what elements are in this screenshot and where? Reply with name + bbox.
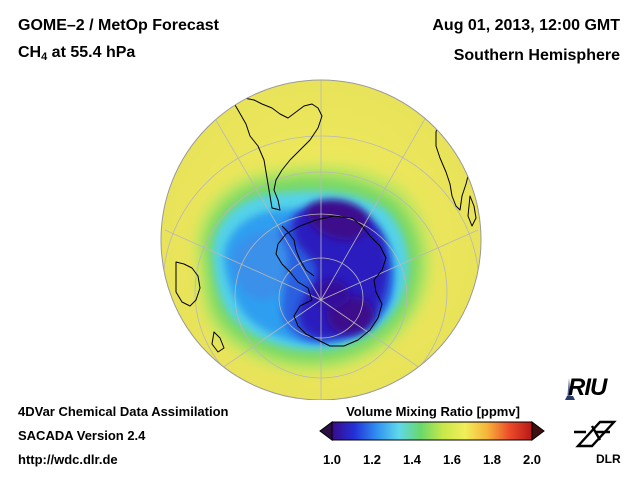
field-blue-west	[232, 230, 295, 300]
colorbar-tick-4: 1.6	[442, 452, 462, 467]
hemisphere-map	[160, 79, 482, 400]
colorbar-over-arrow	[531, 421, 545, 441]
dlr-logo: DLR	[596, 452, 621, 466]
coast-new-zealand	[211, 331, 225, 353]
graticule	[162, 80, 480, 400]
colorbar-tick-5: 1.8	[482, 452, 502, 467]
lon-line-c	[320, 109, 431, 301]
forecast-datetime: Aug 01, 2013, 12:00 GMT	[432, 17, 620, 34]
footer-version-label: SACADA Version 2.4	[18, 428, 146, 443]
hemisphere-label: Southern Hemisphere	[453, 47, 620, 64]
coast-antarctica	[275, 215, 387, 347]
colorbar-tick-6: 2.0	[522, 452, 542, 467]
colorbar-gradient	[331, 421, 533, 441]
coast-australia	[175, 261, 201, 307]
globe-outline	[160, 79, 482, 400]
colorbar-tick-2: 1.2	[362, 452, 382, 467]
map-title: GOME–2 / MetOp Forecast	[18, 17, 219, 34]
species-subscript: 4	[41, 51, 48, 63]
footer-url-link[interactable]: http://wdc.dlr.de	[18, 452, 118, 467]
species-label: CH4 at 55.4 hPa	[18, 44, 135, 63]
colorbar-title: Volume Mixing Ratio [ppmv]	[346, 404, 520, 419]
lon-line-e	[320, 229, 479, 301]
colorbar	[319, 421, 545, 441]
riu-logo: RIU	[568, 374, 607, 401]
colorbar-tick-3: 1.4	[402, 452, 422, 467]
coast-madagascar	[467, 195, 477, 227]
lon-line-d	[164, 229, 322, 301]
colorbar-under-arrow	[319, 421, 333, 441]
coast-antarctic-peninsula	[281, 225, 315, 277]
footer-assimilation-label: 4DVar Chemical Data Assimilation	[18, 404, 229, 419]
field-purple-north	[307, 199, 368, 240]
riu-logo-mark	[565, 378, 575, 400]
coast-south-america	[231, 97, 323, 211]
mixing-ratio-field	[195, 164, 432, 373]
lon-line-b	[209, 109, 322, 301]
species-suffix: at 55.4 hPa	[47, 44, 136, 61]
dlr-logo-icon	[574, 420, 617, 448]
colorbar-tick-1: 1.0	[322, 452, 342, 467]
field-purple-mid	[315, 279, 351, 309]
species-prefix: CH	[18, 44, 42, 61]
